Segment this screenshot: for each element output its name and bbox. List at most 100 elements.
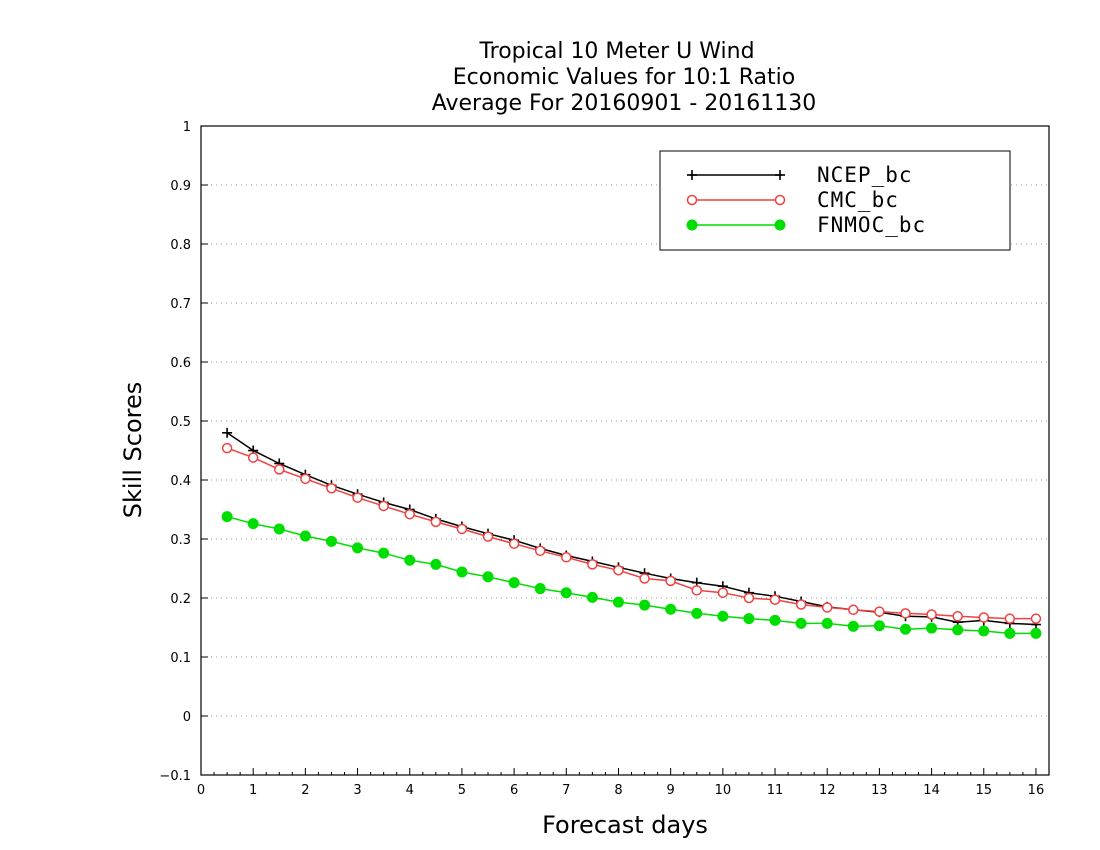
series-line-cmc-bc xyxy=(226,447,1036,620)
data-point-fnmoc-bc xyxy=(926,622,938,634)
series-layer xyxy=(221,427,1042,639)
y-axis-label: Skill Scores xyxy=(119,382,147,519)
x-tick-label: 8 xyxy=(614,783,622,798)
y-tick-label: 0.5 xyxy=(170,415,191,430)
data-point-fnmoc-bc xyxy=(247,518,259,530)
x-tick-label: 16 xyxy=(1028,783,1045,798)
data-point-cmc-bc xyxy=(1030,613,1042,624)
x-tick-label: 14 xyxy=(923,783,940,798)
data-point-cmc-bc xyxy=(221,442,233,454)
legend-marker xyxy=(775,170,785,180)
legend-label: NCEP_bc xyxy=(817,163,913,187)
series-line-ncep-bc xyxy=(226,432,1037,626)
data-point-cmc-bc xyxy=(952,611,963,622)
legend-label: CMC_bc xyxy=(817,188,899,212)
data-point-cmc-bc xyxy=(534,545,546,557)
legend-entry-cmc-bc: CMC_bc xyxy=(686,188,899,212)
data-point-cmc-bc xyxy=(717,587,729,598)
x-tick-label: 12 xyxy=(819,783,836,798)
data-point-cmc-bc xyxy=(430,516,442,528)
chart-title: Tropical 10 Meter U Wind Economic Values… xyxy=(432,39,817,116)
data-point-fnmoc-bc xyxy=(456,566,468,578)
legend-label: FNMOC_bc xyxy=(817,213,926,237)
data-point-cmc-bc xyxy=(665,575,676,587)
x-tick-label: 2 xyxy=(301,783,309,798)
data-point-cmc-bc xyxy=(456,523,468,535)
data-point-fnmoc-bc xyxy=(325,535,337,547)
data-point-fnmoc-bc xyxy=(952,624,964,636)
plot-frame xyxy=(200,125,1050,776)
data-point-cmc-bc xyxy=(508,538,520,549)
y-tick-label: 0.3 xyxy=(170,533,191,548)
data-point-fnmoc-bc xyxy=(769,614,781,626)
x-tick-label: 7 xyxy=(562,783,570,798)
data-point-cmc-bc xyxy=(326,483,337,494)
data-point-cmc-bc xyxy=(561,552,572,563)
data-point-fnmoc-bc xyxy=(795,617,807,629)
legend-marker xyxy=(686,219,698,231)
data-point-fnmoc-bc xyxy=(717,610,729,622)
series-fnmoc-bc xyxy=(221,511,1042,639)
data-point-cmc-bc xyxy=(926,609,937,620)
data-point-cmc-bc xyxy=(482,531,494,542)
data-point-cmc-bc xyxy=(691,585,703,596)
x-tick-label: 6 xyxy=(510,783,518,798)
series-ncep-bc xyxy=(222,427,1041,630)
data-point-fnmoc-bc xyxy=(404,554,416,566)
title-line-1: Tropical 10 Meter U Wind xyxy=(478,39,754,64)
y-tick-label: 1 xyxy=(183,120,191,135)
x-tick-label: 9 xyxy=(667,783,675,798)
title-line-3: Average For 20160901 - 20161130 xyxy=(432,91,817,116)
legend-marker xyxy=(774,219,786,231)
x-axis-label: Forecast days xyxy=(542,811,708,839)
data-point-cmc-bc xyxy=(821,602,833,613)
y-tick-label: 0 xyxy=(183,710,191,725)
data-point-fnmoc-bc xyxy=(482,571,494,583)
legend-marker xyxy=(686,194,698,206)
y-tick-label: 0.4 xyxy=(170,474,191,489)
data-point-cmc-bc xyxy=(378,500,389,512)
data-point-cmc-bc xyxy=(848,604,859,616)
title-line-2: Economic Values for 10:1 Ratio xyxy=(453,65,795,90)
x-tick-label: 3 xyxy=(353,783,361,798)
y-tick-label: 0.8 xyxy=(170,238,191,253)
data-point-fnmoc-bc xyxy=(691,607,703,619)
data-point-fnmoc-bc xyxy=(586,591,598,603)
data-point-cmc-bc xyxy=(300,473,311,485)
data-point-cmc-bc xyxy=(743,592,755,604)
legend-marker xyxy=(687,170,697,180)
series-cmc-bc xyxy=(221,442,1042,624)
data-point-cmc-bc xyxy=(404,508,415,520)
legend-entry-fnmoc-bc: FNMOC_bc xyxy=(686,213,926,237)
data-point-fnmoc-bc xyxy=(352,542,364,554)
data-point-cmc-bc xyxy=(352,492,363,503)
data-point-cmc-bc xyxy=(769,594,781,606)
x-tick-label: 13 xyxy=(871,783,888,798)
y-tick-label: 0.2 xyxy=(170,592,191,607)
y-tick-label: 0.7 xyxy=(170,297,191,312)
data-point-fnmoc-bc xyxy=(899,623,911,635)
data-point-cmc-bc xyxy=(795,599,807,610)
data-point-fnmoc-bc xyxy=(299,530,311,542)
x-axis-ticks: 0 1 2 3 4 5 6 7 8 9 10 11 12 13 14 15 16 xyxy=(197,768,1044,798)
data-point-cmc-bc xyxy=(247,452,259,463)
data-point-fnmoc-bc xyxy=(873,620,885,632)
data-point-cmc-bc xyxy=(978,612,990,623)
data-point-fnmoc-bc xyxy=(273,523,285,535)
x-tick-label: 15 xyxy=(975,783,992,798)
data-point-ncep-bc xyxy=(222,427,233,438)
data-point-fnmoc-bc xyxy=(639,599,651,611)
data-point-cmc-bc xyxy=(1004,613,1016,624)
data-point-fnmoc-bc xyxy=(847,620,859,632)
data-point-cmc-bc xyxy=(587,559,598,570)
x-tick-label: 11 xyxy=(767,783,784,798)
y-tick-label: 0.6 xyxy=(170,356,191,371)
data-point-cmc-bc xyxy=(639,573,650,584)
x-tick-label: 5 xyxy=(458,783,466,798)
y-tick-label: 0.9 xyxy=(170,179,191,194)
legend-marker xyxy=(774,194,786,206)
data-point-fnmoc-bc xyxy=(665,603,677,615)
data-point-cmc-bc xyxy=(900,608,911,619)
data-point-fnmoc-bc xyxy=(1004,627,1016,639)
